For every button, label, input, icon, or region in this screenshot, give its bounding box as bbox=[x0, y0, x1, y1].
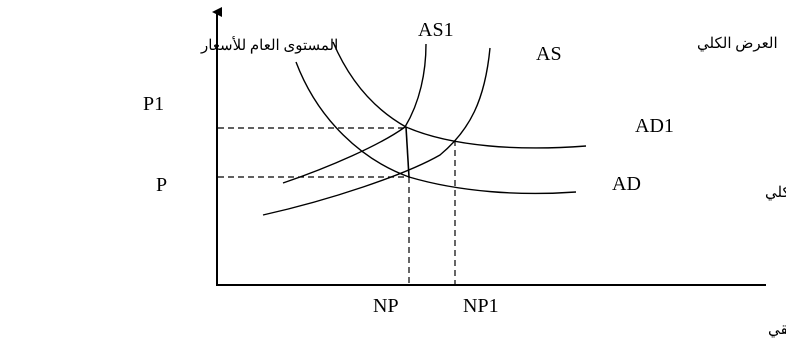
np1-label: NP1 bbox=[463, 295, 499, 317]
equilibrium-shift-line bbox=[405, 126, 410, 178]
as-label: AS bbox=[536, 43, 562, 65]
x-axis-title: الناتج القومي الحقيقي bbox=[768, 322, 786, 338]
np-label: NP bbox=[373, 295, 399, 317]
p1-label: P1 bbox=[143, 93, 164, 115]
as1-label: AS1 bbox=[418, 19, 454, 41]
as-curve bbox=[262, 47, 491, 216]
supply-title: العرض الكلي bbox=[697, 36, 778, 52]
ad1-curve bbox=[332, 41, 587, 149]
demand-title: الطلب الكلي bbox=[765, 185, 786, 201]
ad-label: AD bbox=[612, 173, 641, 195]
p-label: P bbox=[156, 174, 167, 196]
as1-curve bbox=[282, 43, 427, 184]
ad1-label: AD1 bbox=[635, 115, 674, 137]
y-axis-title: المستوى العام للأسعار bbox=[200, 36, 338, 54]
